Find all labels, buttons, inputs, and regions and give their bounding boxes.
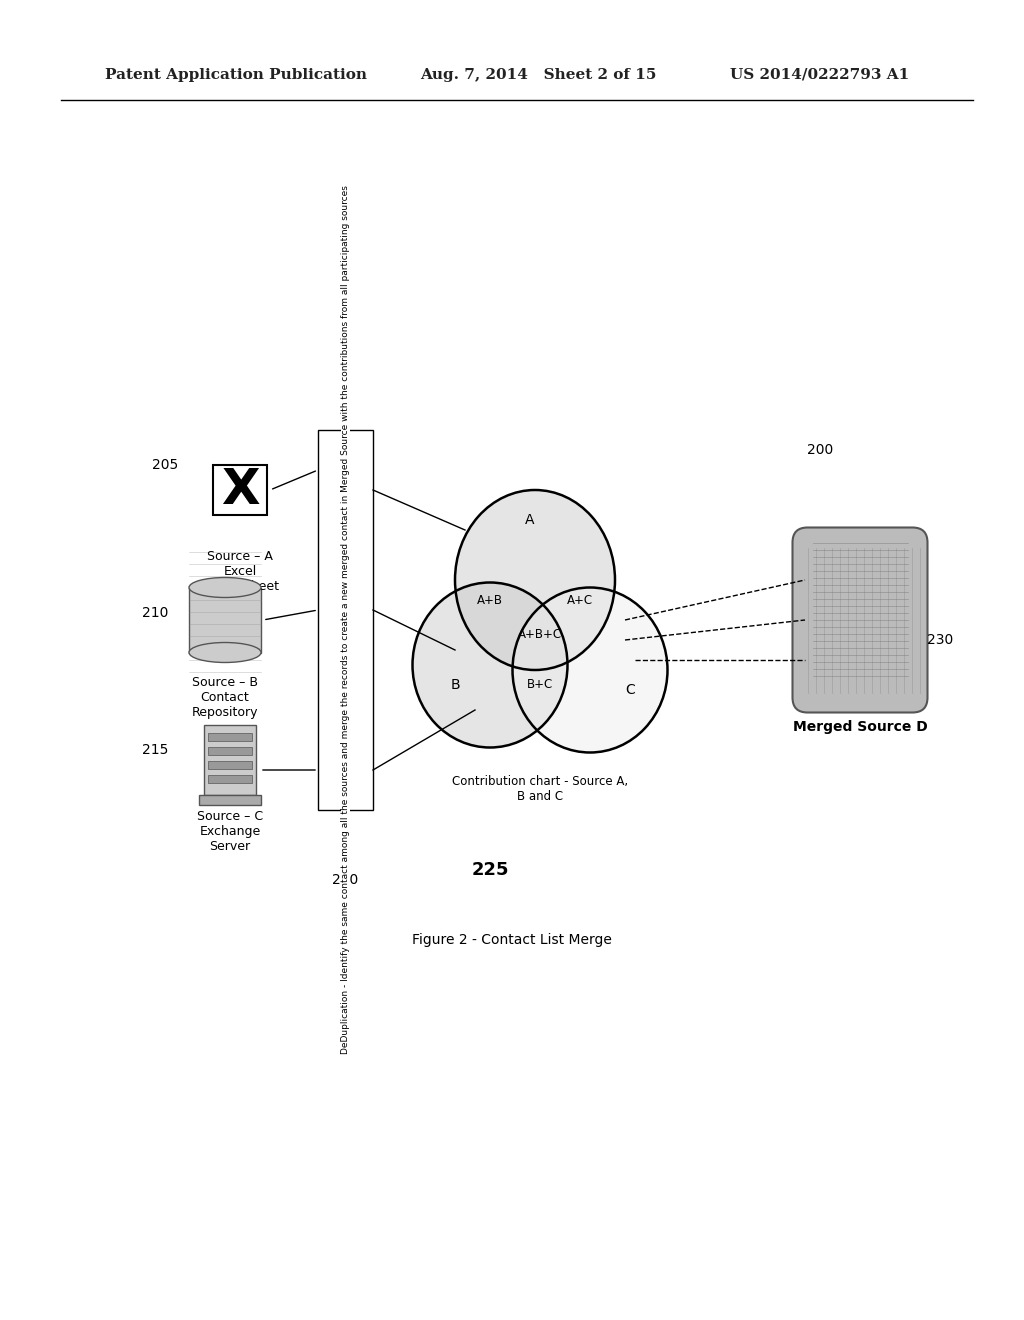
Ellipse shape [512, 587, 668, 752]
Text: 230: 230 [927, 634, 953, 647]
Text: DeDuplication - Identify the same contact among all the sources and merge the re: DeDuplication - Identify the same contac… [341, 186, 350, 1055]
Text: X: X [221, 466, 259, 513]
Text: Aug. 7, 2014   Sheet 2 of 15: Aug. 7, 2014 Sheet 2 of 15 [420, 69, 656, 82]
Text: C: C [625, 682, 635, 697]
Text: 215: 215 [141, 743, 168, 756]
Text: 220: 220 [332, 873, 358, 887]
Text: Figure 2 - Contact List Merge: Figure 2 - Contact List Merge [412, 933, 612, 946]
FancyBboxPatch shape [208, 775, 252, 783]
FancyBboxPatch shape [204, 725, 256, 795]
Text: 205: 205 [152, 458, 178, 473]
FancyBboxPatch shape [213, 465, 267, 515]
Text: Merged Source D: Merged Source D [793, 719, 928, 734]
Text: A+C: A+C [567, 594, 593, 606]
Text: A+B+C: A+B+C [518, 628, 562, 642]
Text: A: A [525, 513, 535, 527]
FancyBboxPatch shape [793, 528, 928, 713]
FancyBboxPatch shape [199, 795, 261, 805]
Text: Patent Application Publication: Patent Application Publication [105, 69, 367, 82]
Text: Contribution chart - Source A,
B and C: Contribution chart - Source A, B and C [452, 775, 628, 803]
Text: 200: 200 [807, 444, 834, 457]
Text: 225: 225 [471, 861, 509, 879]
Text: 210: 210 [141, 606, 168, 620]
FancyBboxPatch shape [208, 747, 252, 755]
Ellipse shape [189, 578, 261, 598]
FancyBboxPatch shape [208, 733, 252, 741]
Ellipse shape [189, 643, 261, 663]
Text: Source – B
Contact
Repository: Source – B Contact Repository [191, 676, 258, 719]
FancyBboxPatch shape [189, 587, 261, 652]
Text: A+B: A+B [477, 594, 503, 606]
FancyBboxPatch shape [208, 762, 252, 770]
Text: B+C: B+C [527, 678, 553, 692]
Text: Source – A
Excel
Spreadsheet: Source – A Excel Spreadsheet [201, 550, 280, 593]
Text: US 2014/0222793 A1: US 2014/0222793 A1 [730, 69, 909, 82]
Text: Source – C
Exchange
Server: Source – C Exchange Server [197, 810, 263, 853]
Text: B: B [451, 678, 460, 692]
Ellipse shape [413, 582, 567, 747]
FancyBboxPatch shape [318, 430, 373, 810]
Ellipse shape [455, 490, 615, 671]
